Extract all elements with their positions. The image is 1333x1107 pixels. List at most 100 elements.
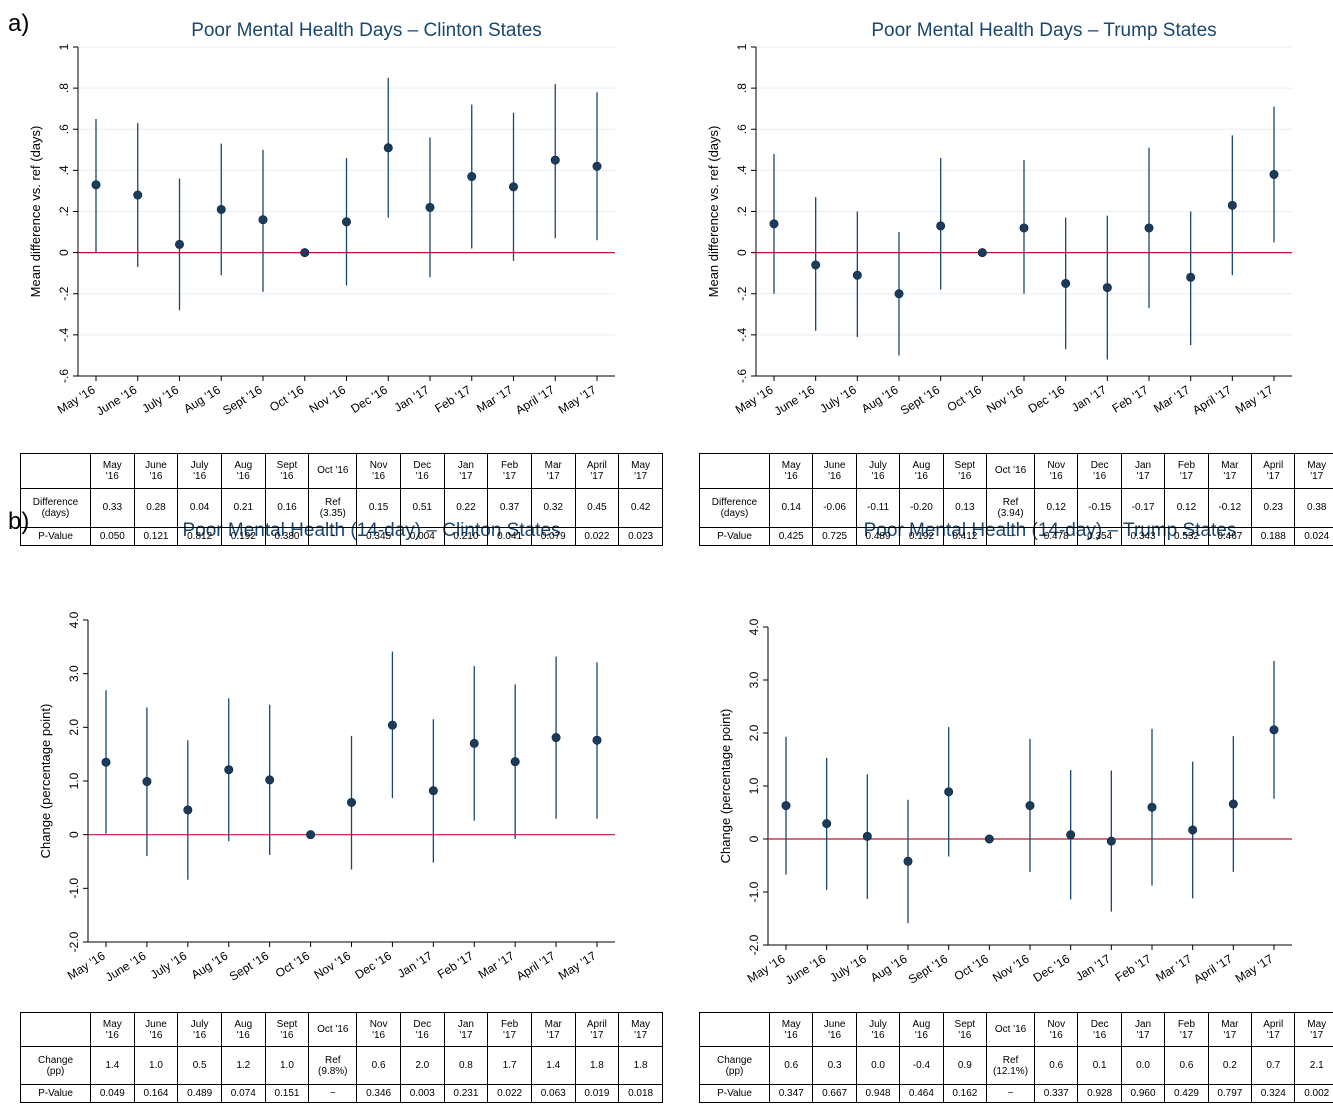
table-cell: 0.346 [356, 1084, 401, 1103]
table-cell: 0.192 [220, 526, 266, 547]
table-cell: 1.7 [487, 1046, 532, 1085]
table-header-cell: Nov '16 [356, 453, 401, 489]
table-cell: -0.11 [855, 487, 901, 528]
row-label [699, 453, 770, 489]
table-cell: 0.478 [1034, 526, 1079, 547]
table-header-cell: May '16 [768, 1012, 814, 1047]
x-tick-label: May '17 [556, 383, 599, 417]
data-point [1025, 801, 1035, 811]
data-point [383, 143, 393, 153]
chart-svg: -.6 -.4 -.2 0 .2 .4 .6 .8 1 Mean difference vs. r… [706, 20, 1292, 419]
table-cell: 0.022 [487, 1084, 532, 1103]
table-header-cell: Nov '16 [356, 1012, 401, 1047]
table-header-row: May '16 June '16 July '16 Aug '16 Sept '16 Oc… [20, 1012, 663, 1047]
chart-title: Poor Mental Health Days – Trump States [871, 20, 1216, 41]
table-cell: 0.024 [1294, 526, 1333, 547]
table-header-cell: July '16 [177, 453, 222, 489]
data-point [1186, 272, 1196, 282]
y-tick-label: 3.0 [747, 671, 761, 688]
y-tick-label: -2.0 [747, 934, 761, 955]
x-tick-label: June '16 [772, 383, 818, 419]
table-header-row: May '16 June '16 July '16 Aug '16 Sept '16 Oc… [699, 453, 1333, 489]
y-tick-label: 1 [735, 43, 749, 50]
table-cell: 0.074 [220, 1084, 266, 1103]
x-tick-label: May '16 [733, 383, 776, 417]
data-point [977, 248, 987, 258]
data-point [387, 720, 397, 730]
row-label: P-Value [699, 1084, 770, 1103]
data-point [1102, 283, 1112, 293]
x-tick-label: Jan '17 [395, 949, 435, 981]
table-header-cell: Dec '16 [399, 1012, 445, 1047]
data-point [769, 219, 779, 229]
x-tick-label: Oct '16 [952, 951, 992, 983]
data-point [101, 757, 111, 767]
table-cell: Ref (9.8%) [308, 1046, 358, 1085]
table-cell: 0.45 [574, 487, 620, 528]
table-cell: 0.16 [264, 487, 310, 528]
x-tick-label: Dec '16 [1031, 951, 1073, 984]
y-tick-label: .4 [57, 165, 71, 175]
table-cell: 0.9 [942, 1046, 988, 1085]
table-cell: 0.23 [1251, 487, 1296, 528]
chart-b-clinton: -2.0 -1.0 0 1.0 2.0 3.0 4.0 Change (percentage … [20, 510, 650, 984]
y-axis-label: Mean difference vs. ref (days) [28, 126, 43, 298]
y-tick-label: 0 [747, 835, 761, 842]
x-tick-label: Sept '16 [220, 383, 265, 418]
table-cell: 0.37 [487, 487, 532, 528]
table-cell: 0.151 [264, 1084, 310, 1103]
data-point [133, 190, 143, 200]
table-cell: 2.1 [1294, 1046, 1333, 1085]
y-tick-label: .6 [57, 124, 71, 134]
x-tick-label: Mar '17 [1153, 951, 1194, 984]
x-tick-label: Nov '16 [311, 948, 353, 981]
stats-table-b-trump: May '16 June '16 July '16 Aug '16 Sept '16 Oc… [699, 1012, 1333, 1103]
y-axis-label: Mean difference vs. ref (days) [706, 126, 721, 298]
row-label [20, 1012, 91, 1047]
x-tick-label: Feb '17 [432, 383, 473, 416]
table-cell: 0.018 [618, 1084, 663, 1103]
row-label: Change (pp) [20, 1046, 91, 1085]
table-cell: Ref (12.1%) [986, 1046, 1036, 1085]
data-point [1228, 799, 1238, 809]
data-point [822, 819, 832, 829]
table-cell: 0.0 [1120, 1046, 1166, 1085]
chart-svg: -.6 -.4 -.2 0 .2 .4 .6 .8 1 Mean difference vs. r… [28, 20, 615, 418]
table-cell: -0.15 [1077, 487, 1122, 528]
x-tick-label: Sept '16 [227, 949, 272, 984]
data-point [265, 775, 275, 785]
data-point [1188, 825, 1198, 835]
row-label: P-Value [20, 526, 91, 547]
table-cell: 0.812 [177, 526, 222, 547]
table-cell: ~ [986, 526, 1036, 547]
x-tick-label: May '16 [65, 949, 108, 983]
x-tick-label: June '16 [103, 949, 149, 985]
x-tick-label: Oct '16 [273, 948, 313, 980]
y-tick-label: -.4 [735, 328, 749, 342]
table-cell: 0.7 [1251, 1046, 1296, 1085]
table-header-cell: June '16 [133, 453, 179, 489]
x-tick-label: May '17 [556, 949, 599, 983]
data-point [508, 182, 518, 192]
table-cell: -0.4 [899, 1046, 944, 1085]
table-cell: 0.42 [618, 487, 663, 528]
table-cell: 1.2 [220, 1046, 266, 1085]
x-tick-label: Dec '16 [1026, 382, 1068, 415]
table-cell: 0.667 [812, 1084, 857, 1103]
table-cell: 1.8 [574, 1046, 620, 1085]
table-header-cell: April '17 [1251, 453, 1296, 489]
data-point [183, 805, 193, 815]
y-axis-label: Change (percentage point) [38, 704, 53, 859]
chart-svg: -2.0 -1.0 0 1.0 2.0 3.0 4.0 Change (percentage … [718, 520, 1292, 987]
table-header-cell: July '16 [855, 453, 901, 489]
table-cell: 0.337 [1034, 1084, 1079, 1103]
y-tick-label: 1 [57, 43, 71, 50]
x-tick-label: May '17 [1233, 383, 1276, 417]
table-header-cell: Sept '16 [264, 453, 310, 489]
table-header-cell: Jan '17 [443, 453, 489, 489]
data-point [781, 801, 791, 811]
table-header-cell: Nov '16 [1034, 453, 1079, 489]
table-cell: 0.2 [1207, 1046, 1253, 1085]
table-cell: 0.33 [90, 487, 135, 528]
table-cell: 0.429 [1164, 1084, 1209, 1103]
